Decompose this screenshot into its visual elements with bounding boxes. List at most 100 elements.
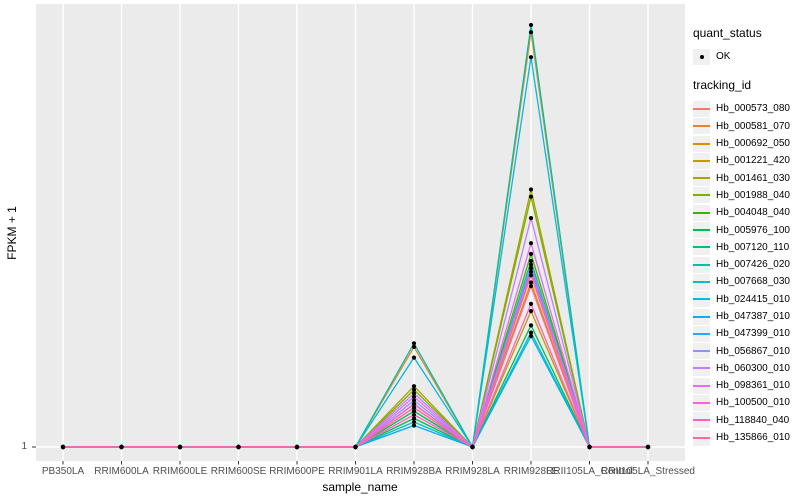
legend-key bbox=[693, 343, 710, 360]
legend-item: Hb_047387_010 bbox=[693, 308, 799, 325]
legend-key bbox=[693, 239, 710, 256]
data-point bbox=[294, 444, 300, 450]
data-point bbox=[528, 187, 534, 192]
legend-item-label: Hb_000692_050 bbox=[716, 138, 790, 150]
legend-title-tracking-id: tracking_id bbox=[693, 78, 752, 93]
data-point bbox=[528, 334, 534, 339]
line-swatch-icon bbox=[693, 350, 710, 353]
data-point bbox=[528, 22, 534, 28]
line-swatch-icon bbox=[693, 298, 710, 301]
line-swatch-icon bbox=[693, 211, 710, 214]
point-icon bbox=[699, 54, 704, 59]
line-swatch-icon bbox=[693, 246, 710, 249]
data-point bbox=[411, 387, 417, 392]
legend-item: Hb_005976_100 bbox=[693, 221, 799, 239]
x-tick-label: RRIM928LA bbox=[445, 466, 500, 477]
line-swatch-icon bbox=[693, 142, 710, 145]
legend-item-label: Hb_135866_010 bbox=[716, 432, 790, 444]
line-swatch-icon bbox=[693, 177, 710, 180]
data-point bbox=[60, 444, 66, 450]
legend-item-label: Hb_007426_020 bbox=[716, 259, 790, 271]
legend-series-list: Hb_000573_080 Hb_000581_070 Hb_000692_050 H… bbox=[693, 100, 799, 446]
legend-key bbox=[693, 412, 710, 429]
data-point bbox=[528, 284, 534, 289]
legend-item-label: Hb_056867_010 bbox=[716, 345, 790, 357]
x-tick-label: RRIM600PE bbox=[269, 466, 325, 477]
data-point bbox=[177, 444, 183, 450]
data-point bbox=[528, 30, 534, 35]
legend-key bbox=[693, 118, 710, 135]
line-swatch-icon bbox=[693, 229, 710, 232]
legend-item-label: Hb_000581_070 bbox=[716, 120, 790, 132]
legend-item: Hb_098361_010 bbox=[693, 377, 799, 394]
data-point bbox=[411, 419, 417, 425]
data-point bbox=[528, 266, 534, 271]
legend-item: Hb_007120_110 bbox=[693, 239, 799, 256]
legend-item: Hb_000692_050 bbox=[693, 135, 799, 152]
line-swatch-icon bbox=[693, 332, 710, 335]
legend-key bbox=[693, 187, 710, 204]
legend-item-label: Hb_005976_100 bbox=[716, 224, 790, 236]
legend-key bbox=[693, 135, 710, 152]
x-tick-label: RRIM600LA bbox=[94, 466, 149, 477]
legend-item-label: Hb_024415_010 bbox=[716, 293, 790, 305]
line-swatch-icon bbox=[693, 107, 710, 110]
legend-key bbox=[693, 291, 710, 308]
legend-item-label: Hb_098361_010 bbox=[716, 380, 790, 392]
legend-key bbox=[693, 256, 710, 273]
legend-title-quant-status: quant_status bbox=[693, 26, 762, 40]
x-tick-label: RRII105LA_Control bbox=[546, 466, 633, 477]
data-point bbox=[528, 301, 534, 306]
data-point bbox=[411, 355, 417, 360]
legend-key bbox=[693, 48, 710, 65]
x-axis-title: sample_name bbox=[322, 480, 398, 494]
legend-item: Hb_000581_070 bbox=[693, 118, 799, 135]
legend-item: Hb_118840_040 bbox=[693, 412, 799, 429]
legend-item-label: Hb_007120_110 bbox=[716, 241, 790, 253]
line-swatch-icon bbox=[693, 263, 710, 266]
data-point bbox=[411, 416, 417, 421]
data-point bbox=[528, 251, 534, 256]
legend-key bbox=[693, 152, 710, 169]
line-swatch-icon bbox=[693, 159, 710, 162]
legend-item-label: Hb_004048_040 bbox=[716, 207, 790, 219]
line-swatch-icon bbox=[693, 194, 710, 197]
data-point bbox=[411, 398, 417, 403]
legend-item-label: Hb_001988_040 bbox=[716, 189, 790, 201]
x-tick-label: PB350LA bbox=[41, 466, 85, 477]
legend-item-label: Hb_100500_010 bbox=[716, 397, 790, 409]
legend-item-label: Hb_001461_030 bbox=[716, 172, 790, 184]
legend-item: Hb_007426_020 bbox=[693, 256, 799, 273]
x-tick-label: RRIM600SE bbox=[210, 466, 267, 477]
data-point bbox=[236, 444, 241, 450]
data-point bbox=[528, 269, 534, 274]
legend-key bbox=[693, 222, 710, 239]
legend-item: Hb_100500_010 bbox=[693, 394, 799, 411]
legend-item: Hb_001461_030 bbox=[693, 169, 799, 187]
data-point bbox=[528, 323, 534, 328]
line-swatch-icon bbox=[693, 401, 710, 404]
legend: quant_status OK tracking_id Hb_000573_08… bbox=[693, 26, 799, 446]
legend-key bbox=[693, 360, 710, 377]
line-swatch-icon bbox=[693, 436, 710, 439]
legend-item: Hb_001221_420 bbox=[693, 152, 799, 169]
y-tick-label: 1 bbox=[21, 441, 27, 452]
legend-item: Hb_024415_010 bbox=[693, 291, 799, 308]
legend-item-ok: OK bbox=[693, 48, 799, 65]
legend-item: Hb_135866_010 bbox=[693, 429, 799, 446]
data-point bbox=[411, 402, 417, 407]
legend-key bbox=[693, 429, 710, 446]
line-swatch-icon bbox=[693, 367, 710, 370]
data-point bbox=[411, 391, 417, 396]
data-point bbox=[470, 444, 475, 450]
legend-item: Hb_007668_030 bbox=[693, 273, 799, 290]
data-point bbox=[528, 273, 534, 278]
legend-key bbox=[693, 308, 710, 325]
data-point bbox=[528, 216, 534, 221]
legend-item-label: Hb_060300_010 bbox=[716, 362, 790, 374]
line-swatch-icon bbox=[693, 419, 710, 422]
legend-key bbox=[693, 204, 710, 221]
